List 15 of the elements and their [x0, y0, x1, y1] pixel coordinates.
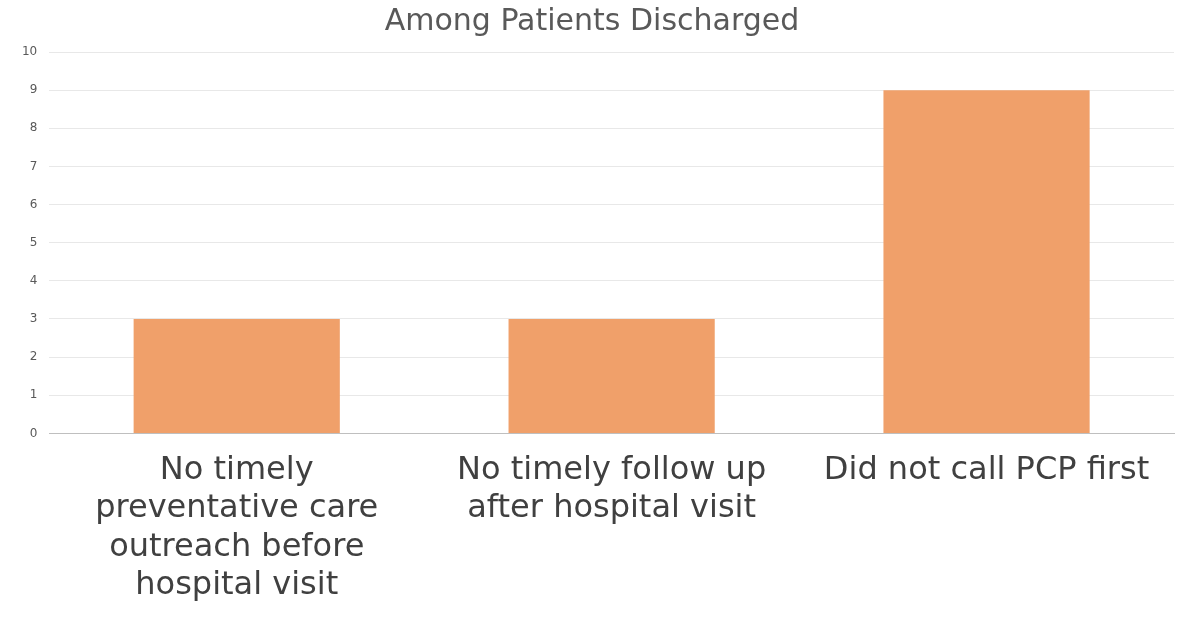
y-tick-label: 4	[29, 272, 38, 287]
y-tick-label: 7	[29, 158, 38, 173]
x-tick-label: No timely follow up after hospital visit	[457, 448, 767, 526]
y-tick-label: 8	[29, 120, 38, 135]
x-tick-label: No timely preventative care outreach before hospital visit	[95, 448, 379, 603]
y-tick-label: 2	[29, 349, 38, 364]
y-tick-label: 5	[29, 234, 38, 249]
y-tick-label: 9	[29, 82, 38, 97]
y-tick-label: 6	[29, 196, 38, 211]
chart-title: Among Patients Discharged	[384, 1, 800, 37]
y-tick-label: 3	[29, 311, 38, 326]
x-tick-label: Did not call PCP first	[823, 448, 1150, 487]
y-tick-label: 1	[29, 387, 38, 402]
y-tick-label: 0	[29, 425, 38, 440]
y-tick-label: 10	[21, 44, 38, 59]
